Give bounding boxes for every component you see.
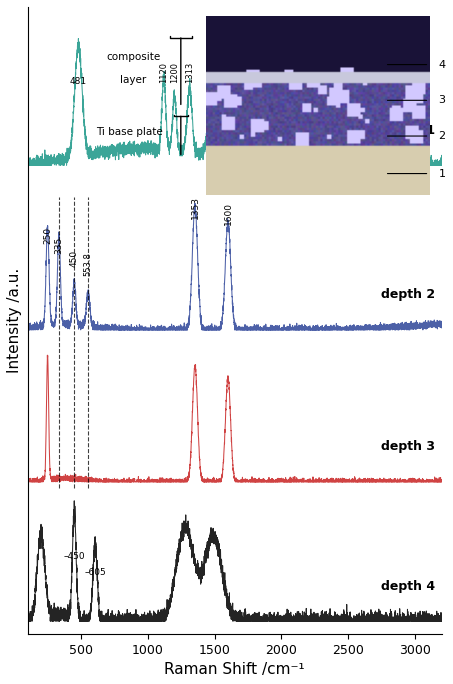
Text: 1120: 1120 — [159, 62, 169, 83]
Text: –450: –450 — [63, 552, 85, 561]
Text: 1353: 1353 — [191, 196, 199, 219]
Text: –605: –605 — [84, 568, 106, 577]
Text: depth 1: depth 1 — [381, 124, 435, 137]
Text: 335: 335 — [54, 237, 63, 254]
Y-axis label: Intensity /a.u.: Intensity /a.u. — [7, 267, 22, 373]
Text: 553.8: 553.8 — [84, 252, 93, 276]
Text: layer: layer — [120, 75, 146, 86]
Text: depth 2: depth 2 — [381, 289, 435, 302]
Text: 1200: 1200 — [170, 62, 179, 83]
X-axis label: Raman Shift /cm⁻¹: Raman Shift /cm⁻¹ — [164, 662, 305, 677]
Text: 481: 481 — [70, 77, 87, 86]
Text: 1313: 1313 — [185, 62, 194, 83]
Text: 1473: 1473 — [207, 62, 216, 83]
Text: Ti base plate: Ti base plate — [96, 127, 162, 137]
Text: depth 4: depth 4 — [381, 579, 435, 592]
Text: depth 3: depth 3 — [381, 440, 435, 453]
Text: 250: 250 — [43, 227, 52, 244]
Text: composite: composite — [106, 52, 160, 62]
Text: 450: 450 — [70, 250, 79, 267]
Text: 1600: 1600 — [223, 202, 232, 226]
